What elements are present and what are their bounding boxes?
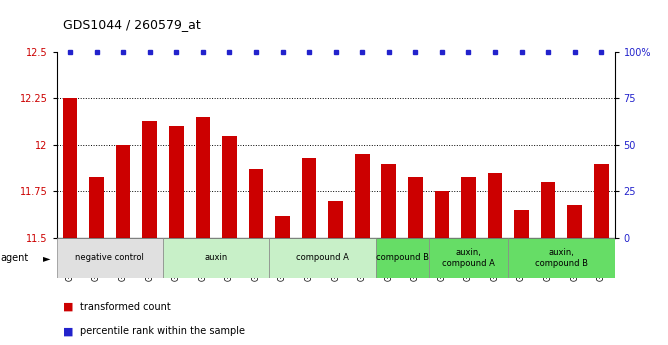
Bar bbox=[163, 238, 269, 278]
Bar bbox=[329, 201, 343, 238]
Text: ■: ■ bbox=[63, 302, 74, 312]
Bar bbox=[90, 177, 104, 238]
Bar bbox=[488, 173, 502, 238]
Text: auxin: auxin bbox=[204, 253, 228, 263]
Bar bbox=[275, 216, 290, 238]
Text: negative control: negative control bbox=[75, 253, 144, 263]
Text: compound B: compound B bbox=[375, 253, 429, 263]
Text: transformed count: transformed count bbox=[80, 302, 171, 312]
Bar bbox=[408, 177, 423, 238]
Bar bbox=[541, 182, 556, 238]
Bar bbox=[169, 126, 184, 238]
Text: GDS1044 / 260579_at: GDS1044 / 260579_at bbox=[63, 18, 201, 31]
Text: auxin,
compound B: auxin, compound B bbox=[535, 248, 588, 268]
Bar bbox=[302, 158, 317, 238]
Bar bbox=[594, 164, 609, 238]
Text: ►: ► bbox=[43, 253, 50, 263]
Bar bbox=[508, 238, 615, 278]
Bar bbox=[355, 154, 369, 238]
Bar bbox=[116, 145, 130, 238]
Text: agent: agent bbox=[1, 253, 29, 263]
Bar bbox=[269, 238, 375, 278]
Text: compound A: compound A bbox=[296, 253, 349, 263]
Bar bbox=[567, 205, 582, 238]
Text: percentile rank within the sample: percentile rank within the sample bbox=[80, 326, 245, 336]
Text: ■: ■ bbox=[63, 326, 74, 336]
Bar bbox=[514, 210, 529, 238]
Bar bbox=[461, 177, 476, 238]
Bar bbox=[57, 238, 163, 278]
Bar bbox=[63, 98, 77, 238]
Bar bbox=[435, 191, 449, 238]
Bar bbox=[142, 121, 157, 238]
Text: auxin,
compound A: auxin, compound A bbox=[442, 248, 495, 268]
Bar bbox=[429, 238, 508, 278]
Bar bbox=[248, 169, 263, 238]
Bar bbox=[196, 117, 210, 238]
Bar bbox=[375, 238, 429, 278]
Bar bbox=[381, 164, 396, 238]
Bar bbox=[222, 136, 236, 238]
